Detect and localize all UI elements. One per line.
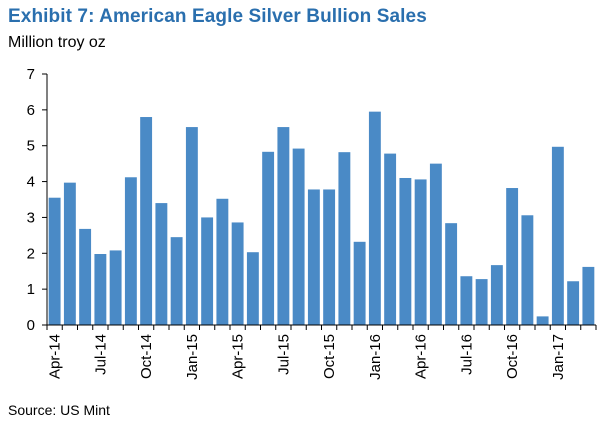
y-tick-label-2: 2 [27,245,35,262]
bar-Feb-17 [567,281,580,325]
bar-Sep-16 [490,265,503,325]
x-tick-label-Apr-15: Apr-15 [230,334,247,379]
bar-Dec-14 [170,237,183,325]
x-tick-label-Jul-15: Jul-15 [275,334,292,375]
bar-Jul-15 [277,127,290,325]
bar-Jan-15 [185,127,198,325]
bar-May-14 [63,182,76,325]
x-tick-label-Jul-14: Jul-14 [92,334,109,375]
x-tick-label-Apr-16: Apr-16 [413,334,430,379]
bar-Aug-14 [109,250,122,325]
bar-Dec-16 [536,316,549,325]
y-tick-label-1: 1 [27,281,35,298]
bar-Aug-15 [292,148,305,325]
bar-Mar-16 [399,177,412,325]
x-tick-label-Oct-15: Oct-15 [321,334,338,379]
bar-Mar-15 [216,198,229,325]
bar-Nov-15 [338,152,351,325]
bar-Oct-15 [323,189,336,325]
bar-Jun-16 [445,223,458,325]
y-tick-label-7: 7 [27,66,35,83]
bar-Jul-16 [460,276,473,325]
bar-Sep-14 [124,177,137,325]
bar-Apr-16 [414,179,427,325]
bar-Jan-16 [368,111,381,326]
x-tick-label-Jan-16: Jan-16 [367,334,384,380]
bar-May-16 [429,163,442,325]
y-tick-label-5: 5 [27,138,35,155]
bar-Sep-15 [307,189,320,325]
bar-Apr-15 [231,222,244,325]
bar-Oct-14 [140,117,153,325]
source-note: Source: US Mint [8,402,110,418]
bar-Feb-16 [384,153,397,325]
y-tick-label-4: 4 [27,174,35,191]
x-tick-label-Jan-15: Jan-15 [184,334,201,380]
bar-Mar-17 [582,266,595,325]
y-tick-label-0: 0 [27,317,35,334]
bar-Nov-16 [521,215,534,325]
bar-Jun-15 [262,151,275,325]
chart-title: Exhibit 7: American Eagle Silver Bullion… [8,6,427,27]
bar-Feb-15 [201,217,214,325]
x-tick-label-Oct-14: Oct-14 [138,334,155,379]
x-tick-label-Apr-14: Apr-14 [47,334,64,379]
bar-May-15 [246,252,259,325]
x-tick-label-Jan-17: Jan-17 [550,334,567,380]
bar-Apr-14 [48,197,61,325]
bar-Jan-17 [551,146,564,325]
y-tick-label-6: 6 [27,102,35,119]
x-tick-label-Oct-16: Oct-16 [504,334,521,379]
bar-Jun-14 [79,228,92,325]
y-tick-label-3: 3 [27,209,35,226]
y-axis-unit-label: Million troy oz [8,34,106,51]
x-tick-label-Jul-16: Jul-16 [458,334,475,375]
bar-Dec-15 [353,241,366,325]
bar-Aug-16 [475,279,488,325]
bar-Nov-14 [155,203,168,325]
bar-Jul-14 [94,254,107,325]
bar-Oct-16 [506,188,519,325]
